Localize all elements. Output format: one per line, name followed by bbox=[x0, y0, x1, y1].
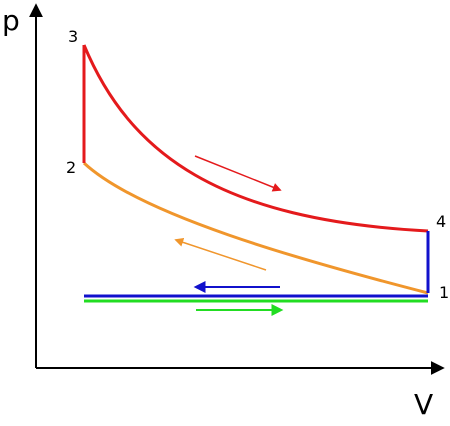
point-label-2: 2 bbox=[66, 158, 76, 177]
expansion-curve bbox=[82, 44, 429, 233]
point-label-1: 1 bbox=[439, 283, 449, 302]
compression-curve bbox=[82, 161, 429, 295]
y-axis-label: p bbox=[2, 4, 20, 37]
point-label-3: 3 bbox=[68, 27, 78, 46]
expansion-direction-arrow bbox=[194, 155, 282, 192]
compression-direction-arrow bbox=[174, 238, 267, 271]
point-label-4: 4 bbox=[436, 212, 446, 231]
x-axis-label: V bbox=[414, 388, 433, 421]
